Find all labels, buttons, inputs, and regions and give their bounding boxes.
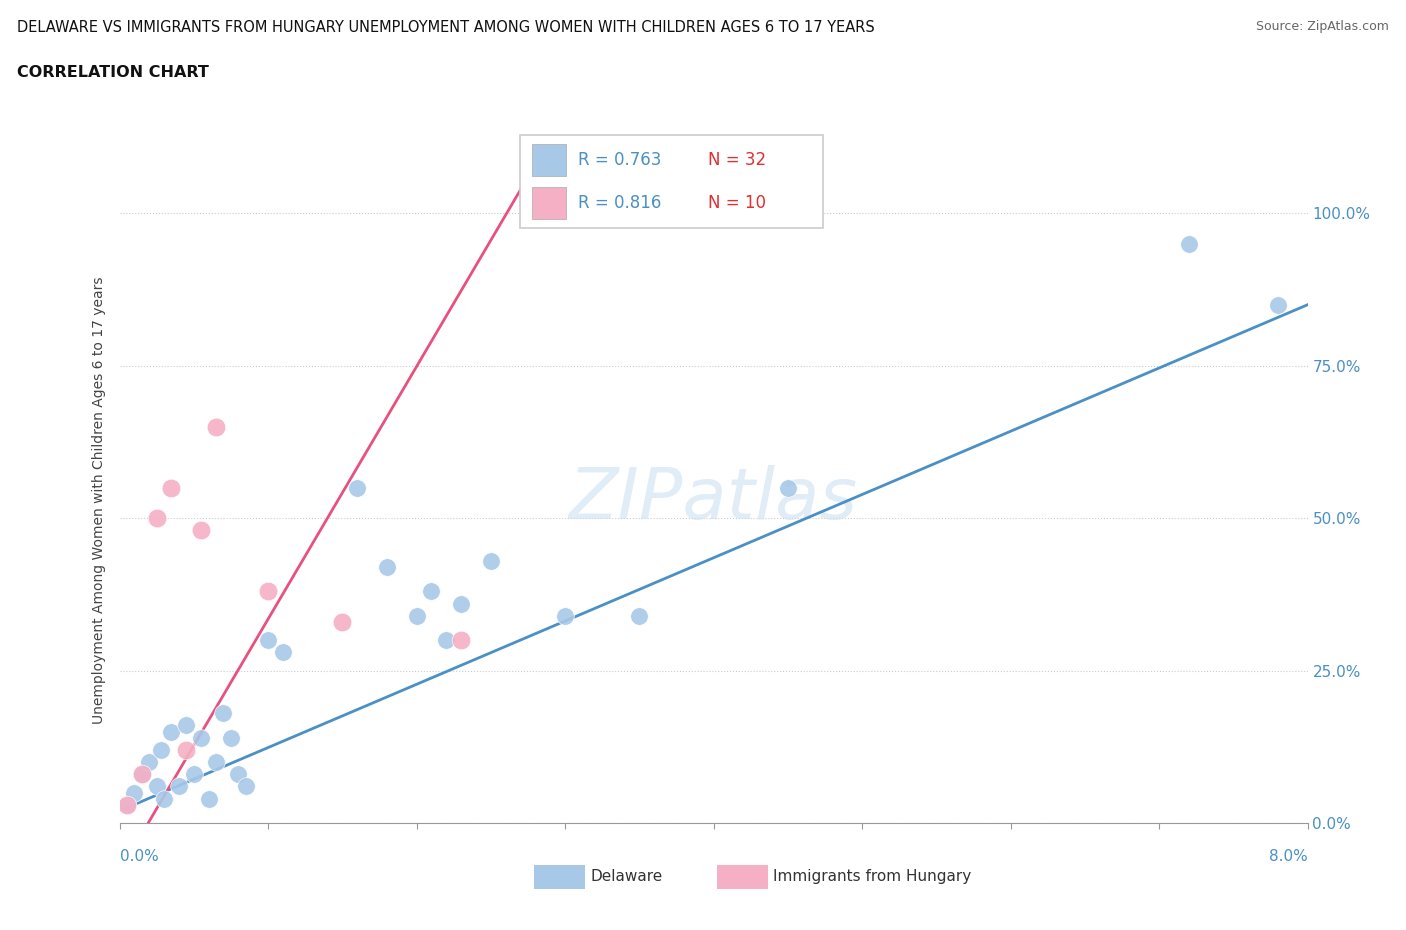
Text: Delaware: Delaware [591,870,662,884]
Point [228,767,250,782]
Point [554,608,576,623]
Text: ZIPatlas: ZIPatlas [569,465,858,535]
Point [138,754,160,769]
Point [183,767,205,782]
Point [190,730,212,745]
Text: N = 10: N = 10 [707,193,766,212]
Point [479,553,502,568]
Point [190,523,212,538]
Y-axis label: Unemployment Among Women with Children Ages 6 to 17 years: Unemployment Among Women with Children A… [93,276,107,724]
Text: R = 0.763: R = 0.763 [578,151,661,169]
Point [257,632,280,647]
Point [176,742,198,757]
FancyBboxPatch shape [533,187,565,219]
Text: R = 0.816: R = 0.816 [578,193,661,212]
Point [145,511,167,525]
Point [450,632,472,647]
Point [131,767,153,782]
Point [205,754,228,769]
Text: 8.0%: 8.0% [1268,849,1308,864]
Text: DELAWARE VS IMMIGRANTS FROM HUNGARY UNEMPLOYMENT AMONG WOMEN WITH CHILDREN AGES : DELAWARE VS IMMIGRANTS FROM HUNGARY UNEM… [17,20,875,35]
Point [124,785,146,800]
Point [271,644,294,659]
Point [160,480,183,495]
Point [450,596,472,611]
Text: 0.0%: 0.0% [120,849,159,864]
Point [176,718,198,733]
Point [1178,236,1201,251]
Point [212,706,235,721]
Point [160,724,183,739]
Point [776,480,799,495]
Point [235,779,257,794]
Text: Source: ZipAtlas.com: Source: ZipAtlas.com [1256,20,1389,33]
Point [115,797,138,812]
Point [145,779,167,794]
Point [197,791,219,806]
Point [205,419,228,434]
Point [153,791,176,806]
Point [346,480,368,495]
Point [405,608,427,623]
Point [420,584,443,599]
Point [131,767,153,782]
Point [115,797,138,812]
Text: N = 32: N = 32 [707,151,766,169]
Point [219,730,242,745]
Point [150,742,173,757]
Point [434,632,457,647]
Point [628,608,651,623]
FancyBboxPatch shape [520,135,823,228]
Point [257,584,280,599]
Point [167,779,190,794]
Point [1267,298,1289,312]
Text: Immigrants from Hungary: Immigrants from Hungary [773,870,972,884]
Point [375,560,398,575]
Point [330,615,353,630]
Text: CORRELATION CHART: CORRELATION CHART [17,65,208,80]
FancyBboxPatch shape [533,144,565,176]
